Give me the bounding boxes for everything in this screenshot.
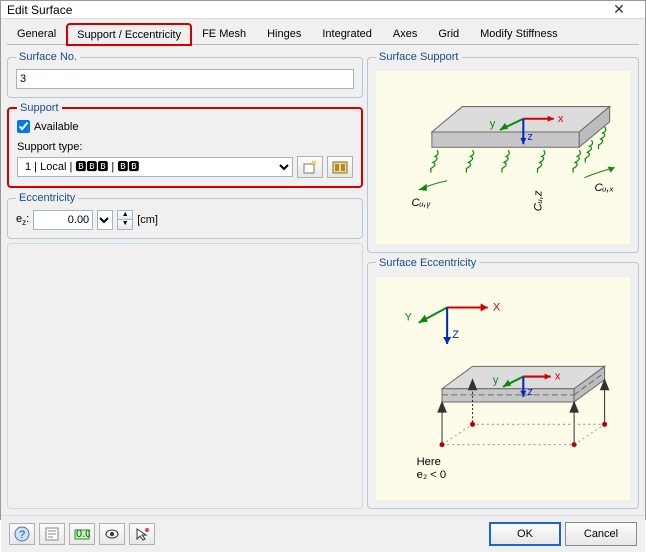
ez-unit-select[interactable] bbox=[97, 210, 113, 230]
window-title: Edit Surface bbox=[7, 3, 599, 17]
ecc-legend: Eccentricity bbox=[16, 192, 78, 204]
tab-hinges[interactable]: Hinges bbox=[257, 23, 311, 44]
pick-button[interactable] bbox=[129, 523, 155, 545]
note-icon bbox=[44, 526, 60, 542]
library-icon bbox=[332, 159, 348, 175]
surface-no-legend: Surface No. bbox=[16, 51, 80, 63]
available-label: Available bbox=[34, 121, 78, 133]
surface-ecc-preview: X Y Z x y bbox=[376, 277, 630, 501]
tabstrip: GeneralSupport / EccentricityFE MeshHing… bbox=[1, 19, 645, 44]
ez-unit-label: [cm] bbox=[137, 214, 158, 226]
svg-text:z: z bbox=[527, 131, 533, 143]
eccentricity-panel: Eccentricity ez: ▲ ▼ [cm] bbox=[7, 192, 363, 239]
svg-text:Y: Y bbox=[404, 311, 412, 323]
eye-icon bbox=[104, 526, 120, 542]
edit-support-button[interactable] bbox=[327, 156, 353, 178]
tab-general[interactable]: General bbox=[7, 23, 66, 44]
surface-support-preview: x y z Cᵤ,ₓ bbox=[376, 71, 630, 244]
support-legend: Support bbox=[17, 102, 62, 114]
svg-text:Cᵤ,z: Cᵤ,z bbox=[533, 190, 545, 211]
tab-axes[interactable]: Axes bbox=[383, 23, 427, 44]
svg-text:y: y bbox=[490, 118, 496, 130]
svg-text:z: z bbox=[527, 386, 533, 398]
svg-text:Here: Here bbox=[417, 456, 441, 468]
support-type-select[interactable]: 1 | Local | 🅱🅱🅱 | 🅱🅱 bbox=[17, 157, 293, 177]
tab-grid[interactable]: Grid bbox=[428, 23, 469, 44]
svg-text:e₂ < 0: e₂ < 0 bbox=[417, 469, 446, 481]
svg-text:0.00: 0.00 bbox=[76, 528, 90, 540]
svg-text:y: y bbox=[493, 374, 499, 386]
right-column: Surface Support x y z bbox=[367, 51, 639, 509]
support-panel: Support Available Support type: 1 | Loca… bbox=[7, 102, 363, 188]
svg-text:X: X bbox=[493, 301, 501, 313]
ez-label: ez: bbox=[16, 213, 29, 227]
tab-modify-stiffness[interactable]: Modify Stiffness bbox=[470, 23, 567, 44]
surface-support-preview-panel: Surface Support x y z bbox=[367, 51, 639, 253]
svg-text:Cᵤ,ᵧ: Cᵤ,ᵧ bbox=[412, 197, 431, 209]
svg-text:x: x bbox=[555, 370, 561, 382]
spin-down-icon[interactable]: ▼ bbox=[118, 220, 132, 229]
units-button[interactable]: 0.00 bbox=[69, 523, 95, 545]
left-column: Surface No. Support Available Support ty… bbox=[7, 51, 363, 509]
button-bar: ? 0.00 OK Cancel bbox=[1, 515, 645, 552]
note-button[interactable] bbox=[39, 523, 65, 545]
surface-no-panel: Surface No. bbox=[7, 51, 363, 98]
ok-button[interactable]: OK bbox=[489, 522, 561, 546]
content-area: Surface No. Support Available Support ty… bbox=[1, 45, 645, 515]
tab-support-eccentricity[interactable]: Support / Eccentricity bbox=[67, 24, 191, 45]
svg-text:Cᵤ,ₓ: Cᵤ,ₓ bbox=[594, 182, 613, 194]
new-support-button[interactable] bbox=[297, 156, 323, 178]
ez-spinner[interactable]: ▲ ▼ bbox=[117, 210, 133, 230]
tab-integrated[interactable]: Integrated bbox=[312, 23, 382, 44]
edit-surface-window: Edit Surface ✕ GeneralSupport / Eccentri… bbox=[0, 0, 646, 520]
svg-text:x: x bbox=[558, 113, 564, 125]
surface-support-preview-legend: Surface Support bbox=[376, 51, 462, 63]
tab-fe-mesh[interactable]: FE Mesh bbox=[192, 23, 256, 44]
help-icon: ? bbox=[14, 526, 30, 542]
cancel-button[interactable]: Cancel bbox=[565, 522, 637, 546]
surface-ecc-preview-panel: Surface Eccentricity X Y Z bbox=[367, 257, 639, 510]
support-type-label: Support type: bbox=[17, 141, 353, 153]
spin-up-icon[interactable]: ▲ bbox=[118, 211, 132, 220]
svg-text:Z: Z bbox=[452, 329, 459, 341]
surface-no-input[interactable] bbox=[16, 69, 354, 89]
pick-icon bbox=[134, 526, 150, 542]
surface-ecc-preview-legend: Surface Eccentricity bbox=[376, 257, 479, 269]
ez-input[interactable] bbox=[33, 210, 93, 230]
view-button[interactable] bbox=[99, 523, 125, 545]
available-checkbox[interactable] bbox=[17, 120, 30, 133]
help-button[interactable]: ? bbox=[9, 523, 35, 545]
close-icon[interactable]: ✕ bbox=[599, 1, 639, 18]
units-icon: 0.00 bbox=[74, 526, 90, 542]
empty-panel bbox=[7, 243, 363, 509]
new-icon bbox=[302, 159, 318, 175]
titlebar: Edit Surface ✕ bbox=[1, 1, 645, 19]
svg-text:?: ? bbox=[19, 529, 25, 541]
